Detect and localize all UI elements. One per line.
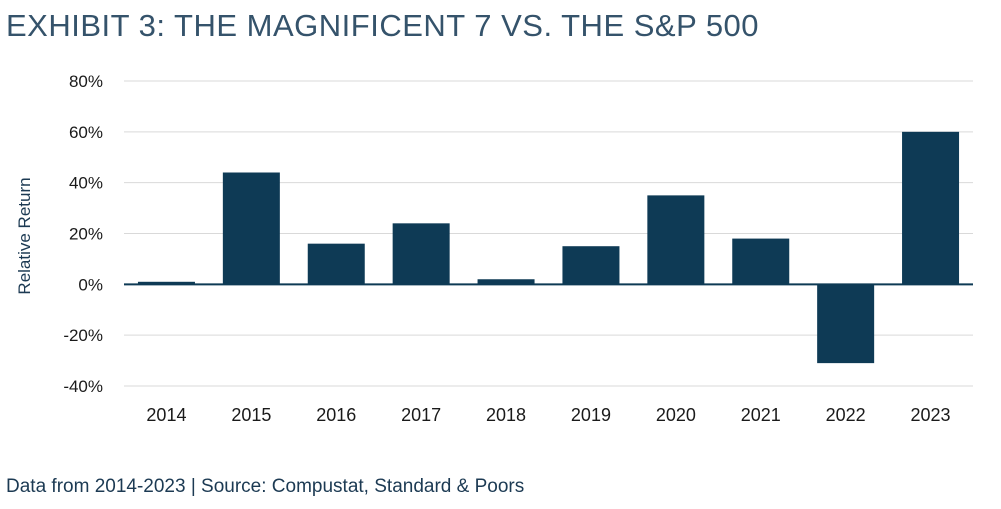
x-tick-label: 2018 — [486, 405, 526, 425]
y-axis-label: Relative Return — [15, 177, 34, 294]
bar-2020 — [647, 195, 705, 285]
bar-2018 — [477, 279, 535, 285]
x-axis-ticks: 2014 2015 2016 2017 2018 2019 2020 2021 2022 2023 — [146, 405, 950, 425]
bar-2014 — [137, 281, 195, 285]
x-tick-label: 2019 — [571, 405, 611, 425]
source-note: Data from 2014-2023 | Source: Compustat,… — [6, 476, 525, 497]
bar-2021 — [732, 238, 790, 285]
x-tick-label: 2017 — [401, 405, 441, 425]
y-tick-label: 20% — [69, 225, 103, 244]
bar-2022 — [817, 284, 875, 364]
y-tick-label: 60% — [69, 123, 103, 142]
bar-2023 — [902, 131, 960, 285]
x-tick-label: 2014 — [146, 405, 186, 425]
chart-title: EXHIBIT 3: THE MAGNIFICENT 7 VS. THE S&P… — [6, 8, 760, 43]
x-tick-label: 2023 — [911, 405, 951, 425]
bar-2015 — [222, 172, 280, 285]
y-tick-label: 40% — [69, 174, 103, 193]
bar-2016 — [307, 243, 365, 285]
bars — [137, 131, 960, 364]
x-tick-label: 2016 — [316, 405, 356, 425]
x-tick-label: 2020 — [656, 405, 696, 425]
bar-2019 — [562, 246, 620, 285]
y-tick-label: -40% — [63, 377, 103, 396]
y-axis-ticks: 80% 60% 40% 20% 0% -20% -40% — [63, 72, 103, 396]
y-tick-label: -20% — [63, 326, 103, 345]
x-tick-label: 2015 — [231, 405, 271, 425]
bar-chart: 80%60%40%20%0%-20%-40% 2014 2015 2016 2017 2… — [15, 72, 973, 425]
x-tick-label: 2021 — [741, 405, 781, 425]
x-tick-label: 2022 — [826, 405, 866, 425]
y-tick-label: 0% — [78, 275, 103, 294]
bar-2017 — [392, 223, 450, 285]
y-tick-label: 80% — [69, 72, 103, 91]
